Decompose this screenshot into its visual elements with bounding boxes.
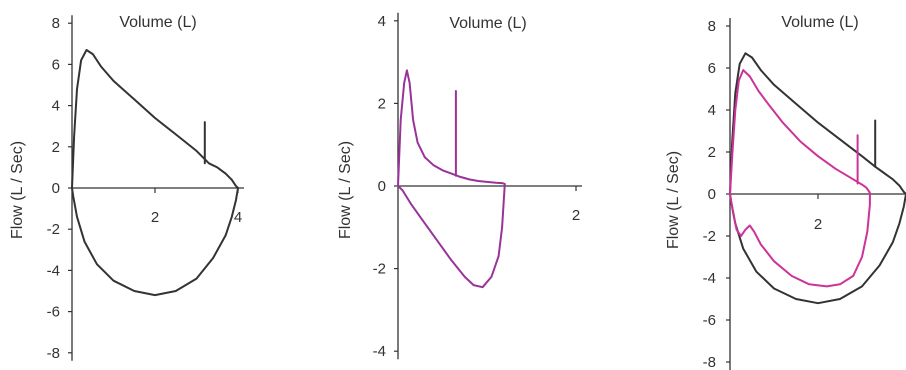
- flow-volume-series-1: [71, 49, 239, 297]
- y-tick-label: 8: [708, 18, 716, 35]
- x-axis-title: Volume (L): [781, 14, 858, 31]
- y-tick-label: -4: [373, 343, 386, 360]
- y-tick-label: 4: [52, 98, 60, 115]
- y-tick-label: -4: [47, 262, 60, 279]
- y-tick-label: 4: [378, 13, 386, 30]
- y-tick-label: 4: [708, 102, 716, 119]
- x-axis-title: Volume (L): [449, 15, 526, 32]
- y-tick-label: 6: [52, 56, 60, 73]
- y-tick-label: 0: [52, 180, 60, 197]
- y-tick-label: -8: [703, 354, 716, 370]
- y-axis-title: Flow (L / Sec): [337, 141, 354, 239]
- y-axis-title: Flow (L / Sec): [9, 141, 26, 239]
- y-tick-label: 6: [708, 60, 716, 77]
- flow-volume-series-1: [397, 69, 506, 289]
- x-tick-label: 2: [572, 207, 580, 224]
- flow-volume-panel-3: 8 6 4 2 0 -2 -4 -6 -8 2 Volume (L) Flow (L / Sec): [665, 14, 906, 370]
- y-tick-label: 0: [378, 178, 386, 195]
- x-tick-label: 4: [234, 209, 242, 226]
- y-tick-label: -2: [373, 261, 386, 278]
- flow-volume-panel-2: 4 2 0 -2 -4 2 Volume (L) Flow (L / Sec): [337, 13, 582, 360]
- y-tick-label: 2: [708, 144, 716, 161]
- y-tick-label: -2: [47, 221, 60, 238]
- y-tick-label: -8: [47, 345, 60, 362]
- y-tick-label: -4: [703, 270, 716, 287]
- y-tick-label: -6: [47, 304, 60, 321]
- y-tick-label: 2: [52, 139, 60, 156]
- x-tick-label: 2: [151, 209, 159, 226]
- y-tick-label: 0: [708, 186, 716, 203]
- x-tick-label: 2: [814, 216, 822, 233]
- flow-volume-series-3: [729, 69, 871, 288]
- y-tick-label: 8: [52, 15, 60, 32]
- y-tick-label: 2: [378, 95, 386, 112]
- y-axis-title: Flow (L / Sec): [665, 151, 682, 249]
- y-tick-label: -6: [703, 312, 716, 329]
- flow-volume-series-1: [729, 52, 906, 305]
- x-axis-title: Volume (L): [119, 14, 196, 31]
- flow-volume-panel-1: 8 6 4 2 0 -2 -4 -6 -8 2 4 Volume (L) Flow (L / Sec): [9, 14, 244, 362]
- y-tick-label: -2: [703, 228, 716, 245]
